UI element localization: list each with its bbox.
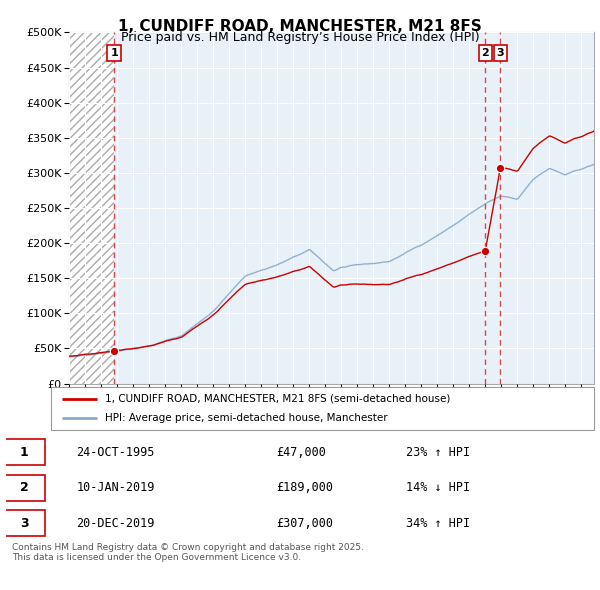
FancyBboxPatch shape — [3, 475, 46, 500]
Text: 10-JAN-2019: 10-JAN-2019 — [77, 481, 155, 494]
FancyBboxPatch shape — [3, 510, 46, 536]
Text: £307,000: £307,000 — [277, 516, 334, 530]
Text: 2: 2 — [20, 481, 29, 494]
Text: 14% ↓ HPI: 14% ↓ HPI — [406, 481, 470, 494]
Text: 24-OCT-1995: 24-OCT-1995 — [77, 445, 155, 459]
Text: 3: 3 — [496, 48, 504, 58]
Text: Price paid vs. HM Land Registry’s House Price Index (HPI): Price paid vs. HM Land Registry’s House … — [121, 31, 479, 44]
Text: 1, CUNDIFF ROAD, MANCHESTER, M21 8FS: 1, CUNDIFF ROAD, MANCHESTER, M21 8FS — [118, 19, 482, 34]
Text: 1, CUNDIFF ROAD, MANCHESTER, M21 8FS (semi-detached house): 1, CUNDIFF ROAD, MANCHESTER, M21 8FS (se… — [106, 394, 451, 404]
Text: 34% ↑ HPI: 34% ↑ HPI — [406, 516, 470, 530]
Bar — [69, 32, 114, 384]
FancyBboxPatch shape — [3, 440, 46, 465]
Bar — [69, 32, 114, 384]
Text: £189,000: £189,000 — [277, 481, 334, 494]
Text: 2: 2 — [481, 48, 489, 58]
Text: 23% ↑ HPI: 23% ↑ HPI — [406, 445, 470, 459]
Text: 20-DEC-2019: 20-DEC-2019 — [77, 516, 155, 530]
Text: 3: 3 — [20, 516, 29, 530]
Text: £47,000: £47,000 — [277, 445, 326, 459]
Text: 1: 1 — [20, 445, 29, 459]
Text: 1: 1 — [110, 48, 118, 58]
Text: Contains HM Land Registry data © Crown copyright and database right 2025.
This d: Contains HM Land Registry data © Crown c… — [12, 543, 364, 562]
Text: HPI: Average price, semi-detached house, Manchester: HPI: Average price, semi-detached house,… — [106, 413, 388, 423]
